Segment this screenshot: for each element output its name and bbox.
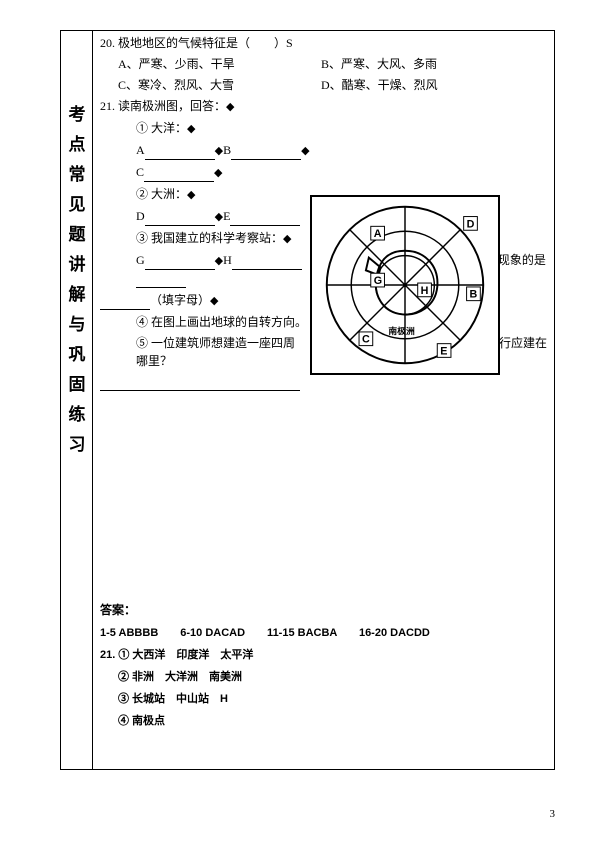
blank (144, 168, 214, 182)
q20-optB: B、严寒、大风、多雨 (321, 55, 437, 73)
page-number: 3 (550, 808, 556, 820)
sidebar-char: 考 (69, 100, 86, 130)
diamond-icon: ◆ (301, 145, 309, 157)
q20-stem: 20. 极地地区的气候特征是（ ）S (100, 34, 548, 52)
svg-text:C: C (362, 334, 370, 346)
sidebar-char: 讲 (69, 250, 86, 280)
answers-title: 答案： (100, 601, 548, 618)
sidebar-char: 练 (69, 400, 86, 430)
antarctica-diagram: A D B C E G H 南极洲 (310, 195, 500, 375)
svg-text:A: A (374, 228, 382, 240)
q20-options-row1: A、严寒、少雨、干旱 B、严寒、大风、多雨 (100, 55, 548, 73)
blank (232, 256, 302, 270)
sidebar-char: 巩 (69, 340, 86, 370)
svg-text:B: B (470, 289, 478, 301)
blank (231, 146, 301, 160)
svg-text:H: H (421, 285, 429, 297)
answers-21: 21. ① 大西洋 印度洋 太平洋 (100, 646, 548, 662)
sidebar-char: 习 (69, 430, 86, 460)
svg-text:E: E (440, 345, 447, 357)
sidebar-char: 解 (69, 280, 86, 310)
answers-a2: ② 非洲 大洋洲 南美洲 (118, 668, 548, 684)
diamond-icon: ◆ (283, 233, 291, 245)
answers-a3: ③ 长城站 中山站 H (118, 690, 548, 706)
blank (145, 256, 215, 270)
diamond-icon: ◆ (214, 167, 222, 179)
sidebar-char: 固 (69, 370, 86, 400)
svg-text:G: G (374, 275, 382, 287)
diamond-icon: ◆ (215, 211, 223, 223)
sidebar-title: 考 点 常 见 题 讲 解 与 巩 固 练 习 (65, 100, 89, 460)
q20-optC: C、寒冷、烈风、大雪 (118, 76, 318, 94)
diamond-icon: ◆ (215, 255, 223, 267)
sidebar-char: 见 (69, 190, 86, 220)
blank (100, 296, 150, 310)
main-content: 20. 极地地区的气候特征是（ ）S A、严寒、少雨、干旱 B、严寒、大风、多雨… (100, 34, 548, 734)
answers: 答案： 1-5 ABBBB 6-10 DACAD 11-15 BACBA 16-… (100, 601, 548, 728)
q20-optA: A、严寒、少雨、干旱 (118, 55, 318, 73)
sidebar-char: 题 (69, 220, 86, 250)
svg-text:D: D (467, 218, 475, 230)
answers-a4: ④ 南极点 (118, 712, 548, 728)
blank (136, 274, 186, 288)
sidebar-char: 与 (69, 310, 86, 340)
q20-optD: D、酷寒、干燥、烈风 (321, 76, 438, 94)
q21-p1-ab: A◆B◆ (100, 141, 548, 160)
q20-options-row2: C、寒冷、烈风、大雪 D、酷寒、干燥、烈风 (100, 76, 548, 94)
q21-p1-c: C◆ (100, 163, 548, 182)
answers-line1: 1-5 ABBBB 6-10 DACAD 11-15 BACBA 16-20 D… (100, 624, 548, 640)
blank (145, 146, 215, 160)
diamond-icon: ◆ (187, 123, 195, 135)
blank (230, 212, 300, 226)
diamond-icon: ◆ (210, 295, 218, 307)
vertical-divider (92, 30, 93, 770)
blank (145, 212, 215, 226)
sidebar-char: 常 (69, 160, 86, 190)
svg-text:南极洲: 南极洲 (388, 325, 415, 336)
diamond-icon: ◆ (226, 101, 234, 113)
sidebar-char: 点 (69, 130, 86, 160)
blank (100, 377, 300, 391)
diamond-icon: ◆ (187, 189, 195, 201)
diamond-icon: ◆ (215, 145, 223, 157)
q21-stem: 21. 读南极洲图，回答：◆ (100, 97, 548, 116)
q21-p1-label: ① 大洋：◆ (100, 119, 548, 138)
